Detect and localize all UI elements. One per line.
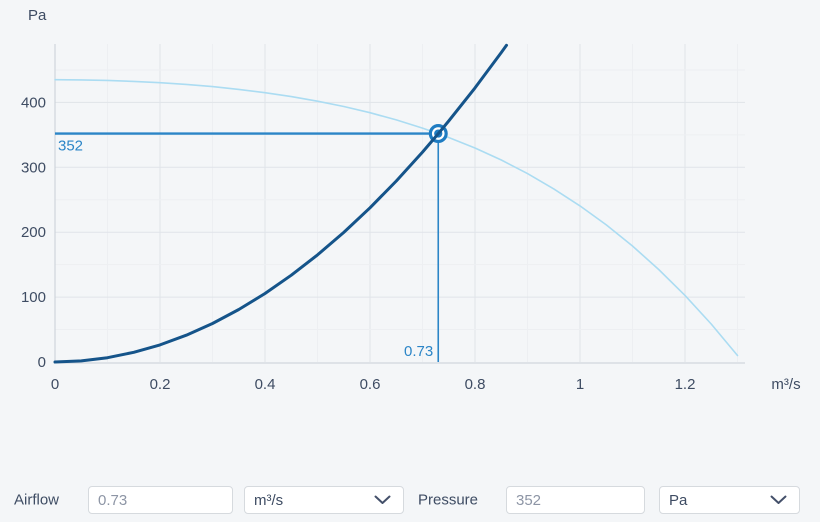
- x-tick-label: 0.2: [150, 376, 171, 393]
- chevron-down-icon: [770, 495, 787, 504]
- x-tick-label: 0: [51, 376, 59, 393]
- fan-curve-chart: 0 0.2 0.4 0.6 0.8 1 1.2 0 100 200 300 400 Pa m³/s 352 0…: [21, 7, 801, 393]
- system-resistance-curve: [53, 43, 508, 364]
- y-axis-unit-label: Pa: [28, 7, 47, 24]
- x-tick-label: 0.6: [360, 376, 381, 393]
- x-tick-label: 1.2: [675, 376, 696, 393]
- pressure-input[interactable]: [506, 486, 645, 514]
- pressure-unit-value: Pa: [669, 491, 688, 509]
- y-tick-label: 300: [21, 159, 46, 176]
- airflow-crosshair-value: 0.73: [404, 343, 433, 360]
- controls-bar: Airflow m³/s Pressure Pa: [0, 486, 820, 514]
- x-tick-label: 0.4: [255, 376, 276, 393]
- y-tick-label: 400: [21, 94, 46, 111]
- y-tick-label: 200: [21, 224, 46, 241]
- airflow-input[interactable]: [88, 486, 233, 514]
- y-tick-label: 0: [38, 354, 46, 371]
- fan-pressure-curve: [54, 78, 739, 357]
- chevron-down-icon: [374, 495, 391, 504]
- x-tick-label: 0.8: [465, 376, 486, 393]
- pressure-crosshair-value: 352: [58, 138, 83, 155]
- airflow-unit-value: m³/s: [254, 491, 284, 509]
- x-axis-unit-label: m³/s: [771, 376, 800, 393]
- airflow-unit-select[interactable]: m³/s: [244, 486, 404, 514]
- y-tick-label: 100: [21, 289, 46, 306]
- airflow-label: Airflow: [14, 491, 60, 509]
- pressure-unit-select[interactable]: Pa: [659, 486, 800, 514]
- pressure-label: Pressure: [418, 491, 479, 509]
- x-tick-label: 1: [576, 376, 584, 393]
- operating-point-marker-ring: [431, 127, 445, 140]
